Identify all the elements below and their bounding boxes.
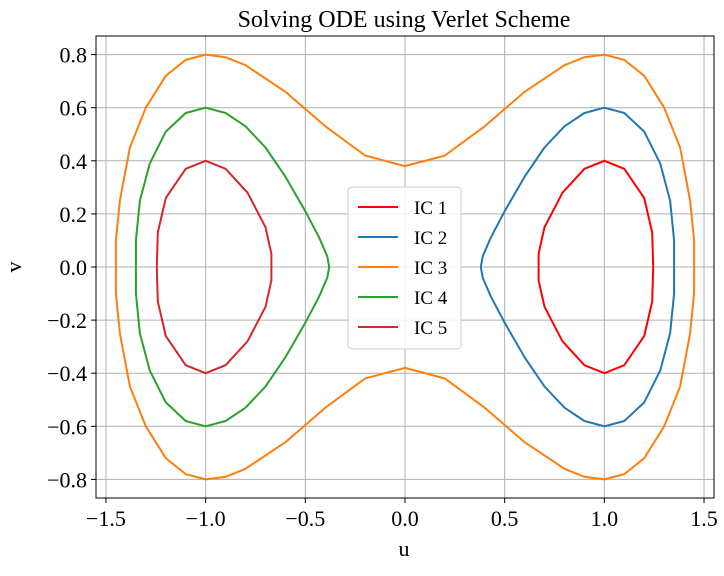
chart-title: Solving ODE using Verlet Scheme	[238, 7, 571, 33]
y-tick-label: 0.2	[60, 202, 88, 227]
series-layer	[114, 53, 696, 481]
legend-label: IC 2	[414, 228, 447, 249]
y-tick-label: −0.8	[47, 467, 87, 492]
series-line-ic-3	[114, 53, 696, 481]
legend-label: IC 5	[414, 318, 447, 339]
x-tick-label: 0.5	[491, 506, 519, 531]
y-tick-label: −0.4	[47, 361, 87, 386]
x-tick-label: −0.5	[285, 506, 325, 531]
legend: IC 1 IC 2 IC 3 IC 4 IC 5	[347, 186, 462, 350]
y-axis-label: v	[1, 262, 26, 273]
x-tick-label: 1.5	[690, 506, 718, 531]
y-tick-label: −0.6	[47, 414, 87, 439]
legend-box	[347, 186, 462, 350]
y-tick-label: 0.4	[60, 149, 88, 174]
series-line-ic-2	[479, 106, 676, 428]
x-tick-label: −1.0	[186, 506, 226, 531]
y-tick-label: 0.0	[60, 255, 88, 280]
legend-label: IC 4	[414, 288, 448, 309]
y-tick-label: 0.6	[60, 96, 88, 121]
y-tick-label: 0.8	[60, 43, 88, 68]
legend-label: IC 1	[414, 198, 447, 219]
x-tick-label: 0.0	[391, 506, 419, 531]
series-line-ic-4	[134, 106, 331, 428]
y-tick-label: −0.2	[47, 308, 87, 333]
legend-label: IC 3	[414, 258, 447, 279]
tick-layer: −1.5 −1.0 −0.5 0.0 0.5 1.0 1.5 −0.8 −0.6 −0.4 −0.2…	[47, 43, 718, 531]
x-tick-label: 1.0	[591, 506, 619, 531]
series-line-ic-1	[537, 159, 655, 375]
x-tick-label: −1.5	[86, 506, 126, 531]
x-axis-label: u	[399, 536, 410, 561]
series-line-ic-5	[155, 159, 273, 375]
